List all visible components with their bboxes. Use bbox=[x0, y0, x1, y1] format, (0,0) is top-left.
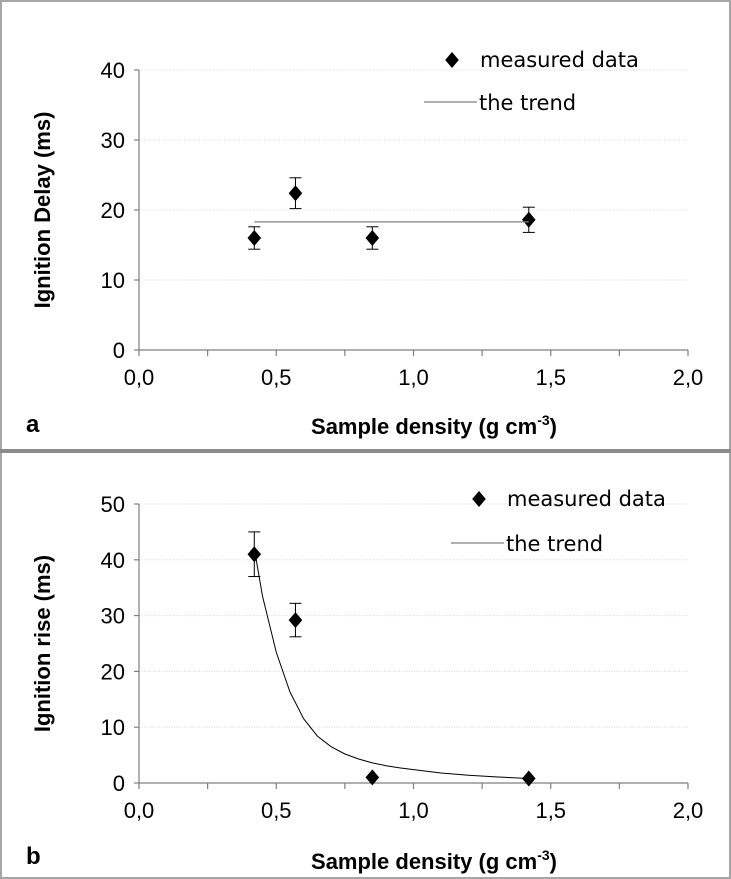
x-axis-title-main: Sample density (g cm bbox=[311, 849, 537, 874]
x-tick-label: 0,0 bbox=[124, 798, 155, 823]
panel-label: b bbox=[26, 843, 41, 870]
legend-label-trend: the trend bbox=[506, 532, 603, 556]
data-point bbox=[365, 230, 380, 246]
x-tick-label: 1,0 bbox=[398, 365, 429, 390]
y-tick-label: 50 bbox=[101, 492, 125, 517]
x-tick-label: 2,0 bbox=[673, 798, 704, 823]
trend-line bbox=[253, 548, 529, 779]
data-point bbox=[288, 612, 303, 629]
x-tick-label: 0,0 bbox=[124, 365, 155, 390]
x-axis-title-close: ) bbox=[550, 414, 557, 439]
panel-label: a bbox=[26, 411, 40, 438]
y-tick-label: 30 bbox=[101, 604, 125, 629]
y-tick-label: 20 bbox=[101, 659, 125, 684]
x-axis-title-superscript: -3 bbox=[537, 412, 550, 428]
x-axis-title-close: ) bbox=[550, 849, 557, 874]
y-axis-title: Ignition Delay (ms) bbox=[30, 112, 55, 309]
x-axis-title: Sample density (g cm-3) bbox=[311, 412, 557, 439]
y-tick-label: 0 bbox=[113, 771, 125, 796]
y-tick-label: 30 bbox=[101, 128, 125, 153]
legend-label-measured: measured data bbox=[480, 48, 639, 72]
legend-marker-measured bbox=[472, 491, 486, 507]
x-axis-title: Sample density (g cm-3) bbox=[311, 847, 557, 874]
legend: measured data the trend bbox=[451, 487, 666, 556]
x-axis-title-superscript: -3 bbox=[537, 847, 550, 863]
legend-label-measured: measured data bbox=[507, 487, 666, 511]
legend-label-trend: the trend bbox=[479, 91, 576, 115]
data-point bbox=[288, 185, 303, 202]
data-point bbox=[521, 211, 536, 228]
x-tick-label: 1,0 bbox=[398, 798, 429, 823]
legend: measured data the trend bbox=[424, 48, 639, 115]
y-axis-title: Ignition rise (ms) bbox=[30, 555, 55, 732]
data-point bbox=[365, 769, 380, 786]
legend-marker-measured bbox=[445, 52, 459, 68]
x-tick-label: 2,0 bbox=[673, 365, 704, 390]
y-tick-label: 10 bbox=[101, 268, 125, 293]
x-tick-label: 1,5 bbox=[535, 365, 566, 390]
data-point bbox=[247, 546, 262, 563]
chart-panel-b: 0 10 20 30 40 50 0,0 0,5 1,0 1,5 2,0 Ignition rise … bbox=[26, 487, 703, 874]
x-tick-label: 0,5 bbox=[261, 798, 292, 823]
chart-panel-a: 0 10 20 30 40 0,0 0,5 1,0 1,5 2,0 Ignition Delay (… bbox=[26, 48, 703, 439]
x-tick-label: 1,5 bbox=[535, 798, 566, 823]
y-tick-label: 10 bbox=[101, 715, 125, 740]
y-tick-label: 40 bbox=[101, 548, 125, 573]
data-point bbox=[247, 230, 262, 246]
y-tick-label: 40 bbox=[101, 58, 125, 83]
y-tick-label: 20 bbox=[101, 198, 125, 223]
y-tick-label: 0 bbox=[113, 338, 125, 363]
x-axis-title-main: Sample density (g cm bbox=[311, 414, 537, 439]
x-tick-label: 0,5 bbox=[261, 365, 292, 390]
